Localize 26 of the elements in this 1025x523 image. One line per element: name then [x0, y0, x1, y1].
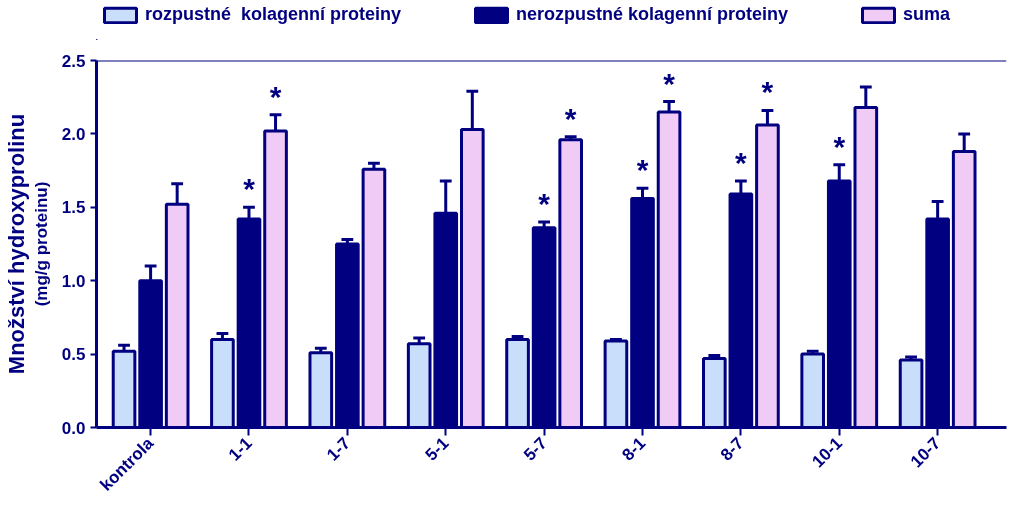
- y-axis-title: Množství hydroxyprolinu: [3, 113, 29, 375]
- data-label: *: [538, 186, 551, 220]
- data-label: *: [761, 75, 774, 109]
- x-tick-label: 5-1: [421, 433, 453, 465]
- y-tick-label: 1.0: [61, 271, 86, 291]
- x-tick-label: 5-7: [520, 433, 551, 465]
- data-label: *: [663, 66, 676, 100]
- data-label: *: [636, 153, 649, 187]
- y-tick-label: 1.5: [61, 198, 86, 218]
- y-tick-label: 0.0: [61, 418, 86, 438]
- text: (mg/g proteinu): [31, 181, 51, 307]
- data-label: *: [269, 79, 282, 113]
- x-tick-label: 8-1: [618, 433, 650, 465]
- data-label: *: [735, 145, 748, 179]
- legend-label: nerozpustné kolagenní proteiny: [516, 4, 789, 25]
- data-label: *: [833, 129, 846, 163]
- y-tick-label: 2.0: [61, 124, 86, 144]
- y-tick-label: 0.5: [61, 345, 86, 365]
- x-tick-label: 1-1: [224, 433, 256, 465]
- legend-label: rozpustné kolagenní proteiny: [145, 4, 402, 25]
- x-tick-label: 8-7: [716, 433, 748, 465]
- data-label: *: [564, 101, 577, 135]
- data-label: *: [243, 172, 256, 206]
- legend-label: suma: [903, 4, 951, 25]
- x-tick-label: 1-7: [323, 433, 355, 465]
- y-tick-label: 2.5: [61, 51, 86, 71]
